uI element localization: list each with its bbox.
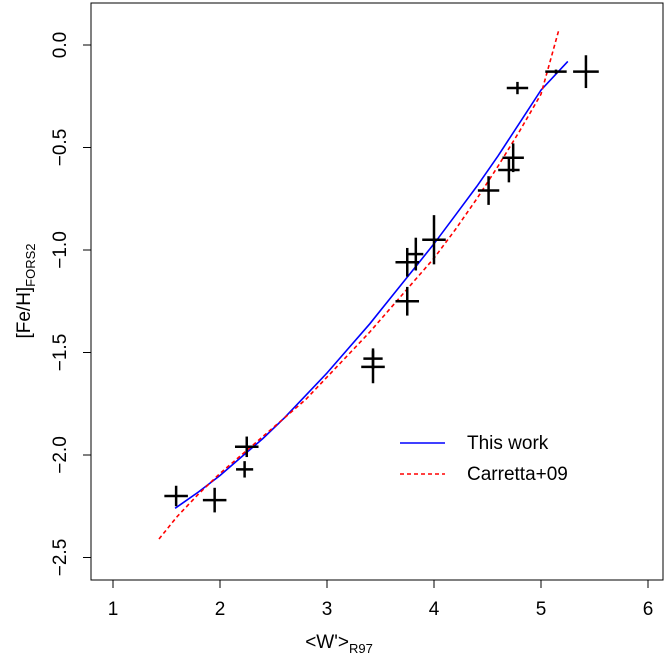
data-point (408, 237, 424, 271)
data-point (498, 157, 520, 183)
y-axis: −2.5 −2.0 −1.5 −1.0 −0.5 0.0 (50, 32, 92, 577)
fit-curves (158, 28, 569, 540)
curve-carretta09 (158, 28, 560, 540)
data-point (234, 436, 259, 458)
x-axis-title-sub: R97 (349, 641, 373, 656)
data-point (236, 461, 254, 478)
data-point (545, 69, 567, 74)
x-tick-label: 5 (536, 599, 547, 620)
x-tick-label: 6 (643, 599, 654, 620)
data-point (202, 487, 227, 513)
y-axis-title-main: [Fe/H] (14, 287, 35, 339)
data-point (477, 176, 500, 205)
y-tick-label: −2.5 (50, 539, 71, 577)
legend: This work Carretta+09 (400, 433, 568, 485)
y-tick-label: −1.0 (50, 231, 71, 269)
curve-this-work (174, 60, 569, 509)
y-tick-label: 0.0 (50, 32, 71, 58)
x-tick-label: 3 (322, 599, 333, 620)
y-axis-title-sub: FORS2 (23, 243, 38, 286)
x-axis-title: <W'>R97 (305, 632, 373, 656)
legend-label-this-work: This work (467, 433, 549, 454)
legend-label-carretta09: Carretta+09 (467, 464, 568, 485)
data-point (573, 55, 599, 89)
y-tick-label: −2.0 (50, 436, 71, 474)
x-axis: 1 2 3 4 5 6 (108, 579, 654, 620)
y-axis-title: [Fe/H]FORS2 (14, 243, 38, 338)
data-point (502, 143, 524, 173)
x-tick-label: 2 (215, 599, 226, 620)
data-point (395, 286, 420, 316)
data-point (422, 215, 446, 265)
y-tick-label: −0.5 (50, 129, 71, 167)
data-points (164, 55, 599, 513)
data-point (506, 81, 529, 95)
x-tick-label: 4 (429, 599, 440, 620)
x-axis-title-main: <W'> (305, 632, 349, 653)
data-point (361, 350, 385, 384)
x-tick-label: 1 (108, 599, 119, 620)
y-tick-label: −1.5 (50, 334, 71, 372)
data-point (164, 485, 188, 507)
